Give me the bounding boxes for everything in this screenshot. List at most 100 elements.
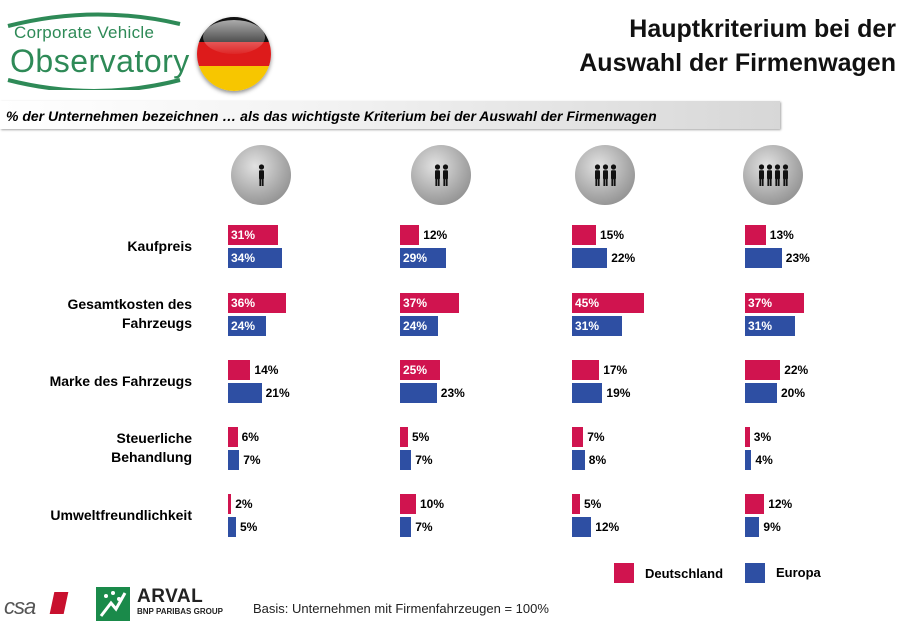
- bar-value-label: 17%: [603, 363, 628, 377]
- csa-mark-icon: [49, 592, 69, 614]
- bar-deutschland: [400, 360, 440, 380]
- page-title: Hauptkriterium bei der Auswahl der Firme…: [579, 12, 896, 80]
- bar-value-label: 5%: [584, 497, 602, 511]
- bar-europa: [572, 316, 622, 336]
- three-persons-icon: [575, 145, 635, 205]
- bar-value-label: 7%: [415, 453, 433, 467]
- bar-europa: [228, 316, 267, 336]
- bar-value-label: 24%: [403, 319, 428, 333]
- bar-value-label: 14%: [254, 363, 279, 377]
- legend-label-deutschland: Deutschland: [645, 566, 724, 581]
- bar-value-label: 12%: [595, 520, 620, 534]
- bar-deutschland: [745, 360, 781, 380]
- bar-deutschland: [228, 494, 232, 514]
- bar-europa: [400, 383, 437, 403]
- person-icon: [594, 164, 600, 186]
- bar-value-label: 22%: [611, 251, 636, 265]
- bar-value-label: 37%: [403, 296, 428, 310]
- bar-europa: [400, 316, 439, 336]
- bar-europa: [400, 248, 447, 268]
- bar-value-label: 31%: [748, 319, 773, 333]
- bar-value-label: 19%: [606, 386, 631, 400]
- category-label: Gesamtkosten des Fahrzeugs: [67, 296, 193, 331]
- person-icon: [434, 164, 440, 186]
- bar-value-label: 12%: [423, 228, 448, 242]
- bar-europa: [745, 248, 782, 268]
- bar-europa: [745, 383, 777, 403]
- category-label: Marke des Fahrzeugs: [49, 372, 192, 389]
- bar-deutschland: [400, 494, 416, 514]
- csa-logo: csa: [4, 594, 36, 619]
- bar-deutschland: [228, 225, 278, 245]
- person-icon: [610, 164, 616, 186]
- bar-deutschland: [572, 225, 596, 245]
- bar-europa: [745, 316, 795, 336]
- logo-line2: Observatory: [10, 43, 190, 79]
- two-persons-icon: [411, 145, 471, 205]
- bar-deutschland: [228, 293, 286, 313]
- bar-value-label: 6%: [241, 430, 259, 444]
- bar-deutschland: [572, 293, 644, 313]
- title-line-2: Auswahl der Firmenwagen: [579, 49, 896, 77]
- logo-line1: Corporate Vehicle: [14, 23, 155, 42]
- bar-value-label: 12%: [768, 497, 793, 511]
- person-icon: [602, 164, 608, 186]
- person-icon: [442, 164, 448, 186]
- legend-swatch-deutschland: [614, 563, 634, 583]
- basis-note: Basis: Unternehmen mit Firmenfahrzeugen …: [253, 601, 549, 616]
- bar-deutschland: [572, 427, 584, 447]
- four-persons-icon: [743, 145, 803, 205]
- bar-value-label: 29%: [403, 251, 428, 265]
- bar-deutschland: [745, 494, 765, 514]
- bar-value-label: 22%: [784, 363, 809, 377]
- bar-value-label: 23%: [440, 386, 465, 400]
- bar-europa: [228, 383, 262, 403]
- legend-label-europa: Europa: [776, 565, 821, 580]
- person-icon: [782, 164, 788, 186]
- bar-deutschland: [400, 225, 420, 245]
- bar-europa: [572, 450, 585, 470]
- arval-subtitle: BNP PARIBAS GROUP: [137, 607, 223, 616]
- arval-logo-icon: [96, 587, 130, 621]
- bar-value-label: 3%: [753, 430, 772, 444]
- bar-value-label: 4%: [755, 453, 773, 467]
- bar-deutschland: [745, 225, 766, 245]
- bar-deutschland: [745, 427, 750, 447]
- bar-europa: [572, 383, 603, 403]
- bar-europa: [572, 517, 592, 537]
- bar-value-label: 24%: [231, 319, 256, 333]
- person-icon: [258, 164, 264, 186]
- arval-name: ARVAL: [137, 586, 204, 607]
- chart-subtitle: % der Unternehmen bezeichnen … als das w…: [6, 108, 657, 124]
- bar-europa: [572, 248, 608, 268]
- bar-deutschland: [400, 427, 408, 447]
- person-icon: [766, 164, 772, 186]
- bar-value-label: 8%: [588, 453, 607, 467]
- bar-europa: [228, 248, 283, 268]
- legend-swatch-europa: [745, 563, 765, 583]
- bar-deutschland: [228, 360, 251, 380]
- bar-value-label: 23%: [785, 251, 810, 265]
- bar-value-label: 5%: [240, 520, 258, 534]
- bar-europa: [228, 450, 240, 470]
- person-icon: [774, 164, 780, 186]
- title-line-1: Hauptkriterium bei der: [629, 15, 896, 43]
- bar-value-label: 2%: [235, 497, 253, 511]
- bar-value-label: 21%: [265, 386, 290, 400]
- bar-value-label: 7%: [415, 520, 433, 534]
- bar-deutschland: [400, 293, 460, 313]
- one-person-icon: [231, 145, 291, 205]
- bar-value-label: 37%: [748, 296, 773, 310]
- category-label: Steuerliche Behandlung: [111, 430, 192, 465]
- bar-value-label: 5%: [412, 430, 430, 444]
- bar-deutschland: [228, 427, 238, 447]
- bar-value-label: 36%: [231, 296, 256, 310]
- bar-deutschland: [572, 360, 600, 380]
- bar-value-label: 34%: [231, 251, 256, 265]
- bar-europa: [400, 450, 412, 470]
- bar-europa: [400, 517, 412, 537]
- bar-value-label: 9%: [763, 520, 781, 534]
- bar-value-label: 31%: [575, 319, 600, 333]
- bar-value-label: 13%: [769, 228, 794, 242]
- bar-value-label: 15%: [600, 228, 625, 242]
